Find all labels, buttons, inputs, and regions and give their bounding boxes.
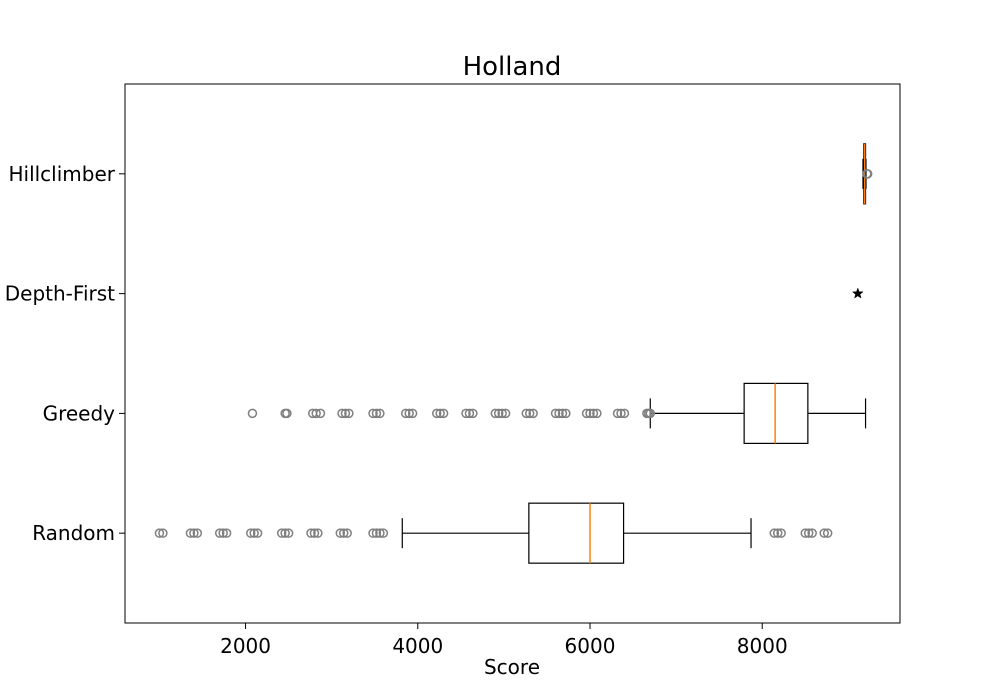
flier-point <box>585 408 595 419</box>
flier-point <box>340 408 351 419</box>
star-point <box>851 287 864 299</box>
flier-point <box>154 528 165 538</box>
flier-point <box>524 408 535 419</box>
flier-point <box>521 408 532 419</box>
flier-point <box>280 528 290 538</box>
flier-point <box>309 528 320 538</box>
flier-point <box>464 408 475 419</box>
flier-point <box>375 408 385 419</box>
box-group-random <box>154 502 833 564</box>
x-tick-label: 4000 <box>392 634 443 658</box>
flier-point <box>497 408 507 419</box>
flier-point <box>645 408 656 419</box>
flier-point <box>435 408 445 419</box>
flier-point <box>338 528 349 538</box>
flier-point <box>306 528 316 538</box>
box-group-hillclimber <box>862 143 873 205</box>
y-tick-label: Depth-First <box>5 282 115 306</box>
flier-point <box>371 528 382 538</box>
flier-point <box>371 408 382 419</box>
axes-frame <box>124 83 901 624</box>
flier-point <box>189 528 199 538</box>
x-tick-label: 2000 <box>220 634 271 658</box>
flier-point <box>554 408 564 419</box>
flier-point <box>616 408 626 419</box>
flier-point <box>276 528 287 538</box>
y-tick-label: Random <box>32 521 115 545</box>
flier-point <box>245 528 256 538</box>
x-axis-label: Score <box>484 655 540 679</box>
box-group-greedy <box>247 382 867 444</box>
flier-point <box>776 528 786 538</box>
flier-point <box>283 528 294 538</box>
flier-point <box>561 408 571 419</box>
flier-point <box>378 528 389 538</box>
y-tick-label: Greedy <box>43 401 116 425</box>
flier-point <box>769 528 780 538</box>
y-axis-ticks: Random Greedy Depth-First Hillclimber <box>5 162 125 545</box>
flier-point <box>588 408 599 419</box>
flier-point <box>218 528 228 538</box>
flier-point <box>311 408 321 419</box>
flier-point <box>822 528 833 538</box>
y-tick-label: Hillclimber <box>8 162 115 186</box>
flier-point <box>807 528 817 538</box>
flier-point <box>550 408 561 419</box>
flier-point <box>158 528 168 538</box>
flier-point <box>337 408 347 419</box>
flier-point <box>185 528 196 538</box>
chart-title: Holland <box>463 52 562 82</box>
flier-point <box>342 528 352 538</box>
flier-point <box>438 408 449 419</box>
flier-point <box>819 528 829 538</box>
flier-point <box>431 408 442 419</box>
flier-point <box>214 528 225 538</box>
flier-point <box>592 408 602 419</box>
flier-point <box>800 528 811 538</box>
flier-point <box>404 408 414 419</box>
box-group-depth-first <box>851 287 864 299</box>
flier-point <box>557 408 568 419</box>
flier-point <box>252 528 263 538</box>
flier-point <box>375 528 385 538</box>
flier-point <box>772 528 783 538</box>
flier-point <box>282 408 292 419</box>
flier-point <box>344 408 354 419</box>
flier-point <box>368 408 378 419</box>
flier-point <box>368 528 378 538</box>
flier-point <box>407 408 418 419</box>
flier-point <box>862 169 873 179</box>
flier-point <box>313 528 323 538</box>
flier-point <box>249 528 259 538</box>
flier-point <box>468 408 478 419</box>
iqr-box <box>743 382 809 444</box>
flier-point <box>500 408 511 419</box>
x-axis-ticks: 2000 4000 6000 8000 <box>220 623 788 658</box>
flier-point <box>400 408 411 419</box>
flier-point <box>581 408 592 419</box>
x-tick-label: 6000 <box>565 634 616 658</box>
flier-point <box>803 528 814 538</box>
iqr-box <box>528 502 625 564</box>
flier-point <box>315 408 326 419</box>
plot-area <box>154 143 873 564</box>
flier-point <box>612 408 623 419</box>
flier-point <box>192 528 203 538</box>
flier-point <box>493 408 504 419</box>
flier-point <box>619 408 630 419</box>
flier-point <box>461 408 471 419</box>
flier-point <box>490 408 501 419</box>
flier-point <box>247 408 258 419</box>
flier-point <box>528 408 538 419</box>
flier-point <box>335 528 346 538</box>
x-tick-label: 8000 <box>737 634 788 658</box>
flier-point <box>221 528 232 538</box>
